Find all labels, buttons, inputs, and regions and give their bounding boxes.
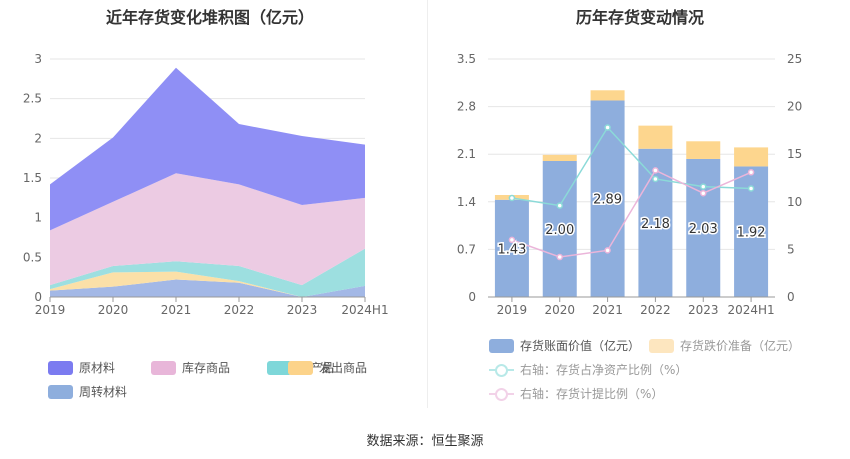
area-raw-material [50,67,365,231]
bar-provision [638,125,673,149]
point-provision-ratio [652,167,659,174]
bar-provision [734,147,769,167]
legend-item-provision-ratio[interactable]: 右轴：存货计提比例（%） [489,385,663,402]
y2-tick-label: 20 [787,100,802,114]
inventory-bar-line-chart: 0 0.7 1.4 2.1 2.8 3.5 0 5 10 15 20 25 1.43 2.00 2.89 2.… [457,52,802,317]
area-turnover-material [50,279,365,297]
legend-item-net-asset-ratio[interactable]: 右轴：存货占净资产比例（%） [489,361,687,378]
bar-provision [590,90,625,101]
x-tick-label: 2024H1 [727,303,774,317]
legend-item-inventory-goods[interactable]: 库存商品 [151,359,230,376]
point-net-asset-ratio [604,124,611,131]
y-tick-label: 2 [34,131,42,145]
bar-provision [686,141,721,159]
legend-item-issued-goods[interactable]: 发出商品 [288,359,367,376]
right-chart-legend: 存货账面价值（亿元） 存货跌价准备（亿元） 右轴：存货占净资产比例（%） 右轴：… [489,337,800,402]
y2-tick-label: 15 [787,147,802,161]
y-tick-label: 2.5 [23,92,42,106]
point-net-asset-ratio [747,185,755,192]
point-net-asset-ratio [700,183,707,190]
line-net-asset-ratio [511,126,752,207]
x-tick-label: 2020 [98,303,129,317]
y-tick-label: 0.5 [23,250,42,264]
y2-tick-label: 10 [787,195,802,209]
y-tick-label: 1.5 [23,171,42,185]
bar-value-label: 2.18 [641,217,670,232]
bar-book-value [686,158,721,297]
y-tick-label: 3.5 [457,52,476,66]
legend-swatch-net-asset-ratio [489,363,514,377]
legend-item-raw-material[interactable]: 原材料 [48,359,115,376]
point-provision-ratio [604,247,611,254]
y-tick-label: 0 [468,290,476,304]
x-tick-label: 2020 [544,303,575,317]
point-net-asset-ratio [652,175,659,183]
bar-value-label: 2.03 [689,222,718,237]
x-tick-label: 2024H1 [341,303,388,317]
point-provision-ratio [508,236,516,244]
point-net-asset-ratio [508,194,516,202]
area-in-process [50,248,365,297]
legend-item-book-value[interactable]: 存货账面价值（亿元） [489,337,640,354]
legend-item-turnover-material[interactable]: 周转材料 [48,383,127,400]
y-tick-label: 0.7 [457,242,476,256]
x-tick-label: 2021 [161,303,192,317]
left-chart-legend: 原材料 库存商品 在产品 发出商品 周转材料 [0,0,427,408]
data-source-note: 数据来源：恒生聚源 [366,434,484,449]
area-issued-goods [50,271,365,297]
y-tick-label: 0 [34,290,42,304]
point-provision-ratio [700,189,707,197]
legend-swatch-issued-goods [288,360,313,375]
line-provision-ratio [511,169,752,258]
y-tick-label: 1 [34,211,42,225]
legend-swatch-turnover-material [48,384,73,399]
x-tick-label: 2022 [224,303,255,317]
legend-swatch-provision-ratio [489,387,514,401]
legend-label-provision-ratio: 右轴：存货计提比例（%） [520,387,664,401]
legend-label-raw-material: 原材料 [79,361,116,375]
x-tick-label: 2019 [35,303,66,317]
legend-item-provision[interactable]: 存货跌价准备（亿元） [649,337,800,354]
x-tick-label: 2021 [592,303,623,317]
y2-tick-label: 25 [787,52,802,66]
legend-label-turnover-material: 周转材料 [79,385,128,399]
bar-provision [542,154,577,161]
y-tick-label: 2.1 [457,147,476,161]
stacked-area-chart: 0 0.5 1 1.5 2 2.5 3 2019 2020 2021 2022 2023 2024H1 [23,52,389,317]
legend-label-net-asset-ratio: 右轴：存货占净资产比例（%） [520,363,688,377]
y-tick-label: 1.4 [457,195,476,209]
bar-value-label: 2.89 [593,193,622,208]
bar-value-label: 2.00 [545,223,574,238]
legend-swatch-in-process [267,360,292,375]
legend-label-issued-goods: 发出商品 [319,361,368,375]
point-provision-ratio [556,253,563,261]
y2-tick-label: 5 [787,242,795,256]
y-tick-label: 3 [34,52,42,66]
x-tick-label: 2023 [287,303,318,317]
area-inventory-goods [50,173,365,286]
legend-swatch-raw-material [48,360,73,375]
bar-book-value [590,100,625,297]
x-tick-label: 2023 [688,303,719,317]
x-tick-label: 2019 [497,303,528,317]
point-net-asset-ratio [556,202,563,209]
x-tick-label: 2022 [640,303,671,317]
bar-value-label: 1.43 [497,242,526,257]
panel-divider [427,0,428,408]
legend-swatch-provision [649,338,674,353]
legend-swatch-inventory-goods [151,360,176,375]
bar-book-value [494,199,529,297]
legend-label-book-value: 存货账面价值（亿元） [520,339,641,353]
y2-tick-label: 0 [787,290,795,304]
legend-label-inventory-goods: 库存商品 [182,361,231,375]
left-chart-title: 近年存货变化堆积图（亿元） [105,8,314,27]
y-tick-label: 2.8 [457,100,476,114]
right-chart-title: 历年存货变动情况 [575,8,704,27]
bar-book-value [542,161,577,297]
legend-label-provision: 存货跌价准备（亿元） [680,339,801,353]
point-provision-ratio [747,169,755,176]
bar-value-label: 1.92 [737,226,766,241]
legend-swatch-book-value [489,338,514,353]
